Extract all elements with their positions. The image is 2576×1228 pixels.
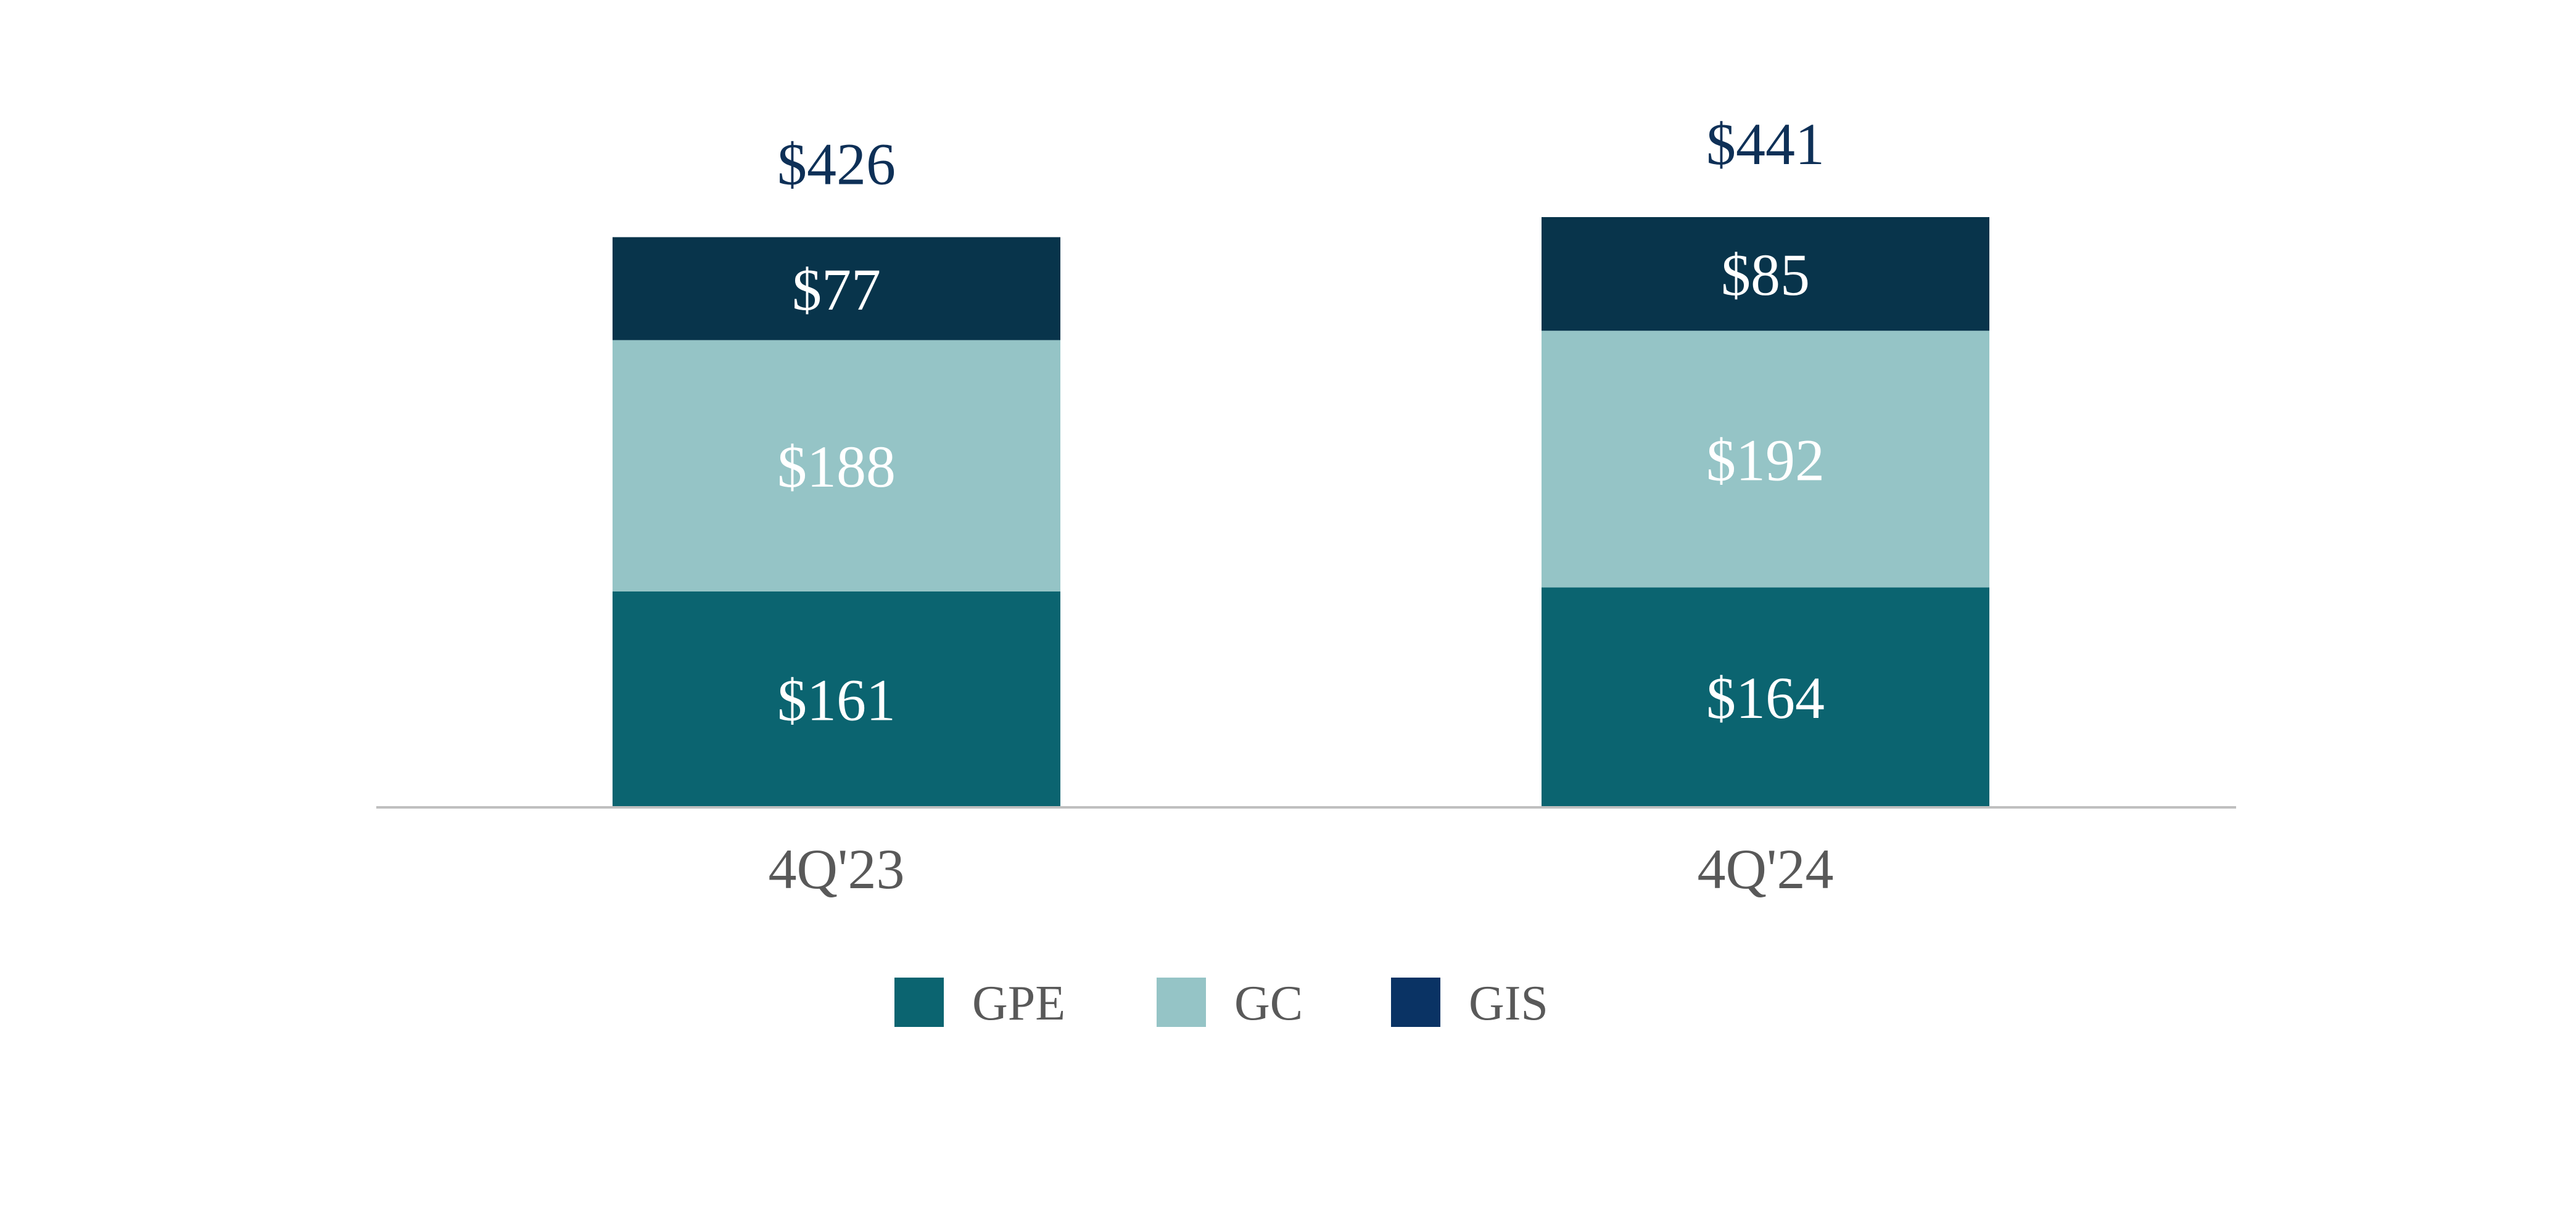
data-label-gc-1: $188 [777,434,896,500]
data-label-gis-2: $85 [1721,242,1810,308]
category-label-2: 4Q'24 [1697,838,1833,900]
legend-label-gpe: GPE [972,976,1065,1031]
bars-layer [613,217,1989,807]
legend-swatch-gis [1391,978,1440,1027]
bar-segment-gis-1 [613,237,1060,340]
legend-label-gc: GC [1234,976,1303,1031]
data-label-gis-1: $77 [792,257,881,323]
category-label-1: 4Q'23 [768,838,904,900]
legend-swatch-gc [1157,978,1206,1027]
data-label-gc-2: $192 [1706,427,1825,493]
labels-layer: $161 $188 $77 $426 4Q'23 $164 $192 $85 $441 4Q'24 [768,111,1833,900]
data-label-gpe-2: $164 [1706,665,1825,731]
legend-label-gis: GIS [1469,976,1548,1031]
bar-segment-gis-2 [1542,217,1989,331]
bar-segment-gc-2 [1542,331,1989,588]
total-label-2: $441 [1706,111,1825,177]
bar-segment-gc-1 [613,340,1060,591]
total-label-1: $426 [777,131,896,197]
legend-swatch-gpe [894,978,944,1027]
bar-segment-gpe-1 [613,591,1060,807]
bar-segment-gpe-2 [1542,587,1989,807]
legend: GPE GC GIS [894,976,1548,1031]
data-label-gpe-1: $161 [777,667,896,733]
